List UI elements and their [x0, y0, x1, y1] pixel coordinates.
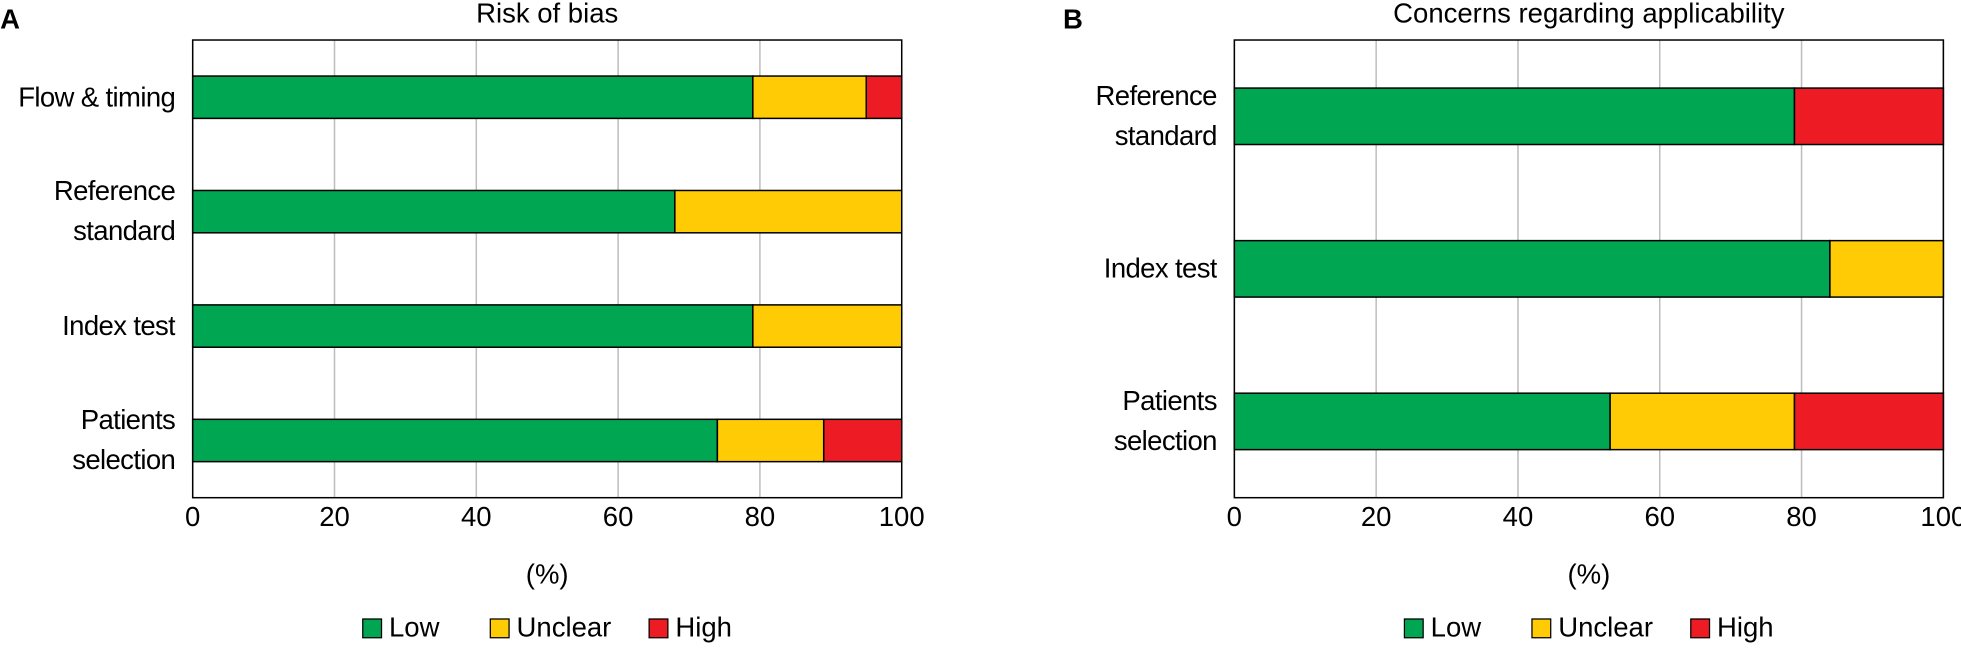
category-label-box: Patients selection [1069, 371, 1217, 471]
legend-label: Low [1431, 611, 1482, 642]
bar-segment [1609, 392, 1796, 451]
x-tick-label: 100 [879, 501, 925, 532]
chart-title: Concerns regarding applicability [1393, 0, 1785, 28]
x-axis-label: (%) [526, 559, 569, 590]
bar-segment [674, 189, 903, 234]
legend-swatch [1690, 618, 1711, 639]
bar-segment [822, 418, 903, 463]
bar-segment [191, 418, 719, 463]
bar-segment [1793, 392, 1945, 451]
x-tick-label: 20 [1361, 501, 1392, 532]
category-label-wrap: Patients selection [0, 390, 175, 490]
x-tick-label: 60 [603, 501, 634, 532]
bar-segment [191, 304, 754, 348]
category-label: Index test [62, 309, 176, 342]
bar-segment [191, 75, 754, 120]
bar-segment [1793, 87, 1945, 146]
panel-label: B [1063, 4, 1083, 35]
x-tick-label: 60 [1644, 501, 1675, 532]
category-label-box: Reference standard [1069, 66, 1217, 166]
legend-label: Unclear [517, 611, 612, 642]
x-tick-label: 20 [319, 501, 350, 532]
legend-label: Low [389, 611, 440, 642]
category-label-wrap: Patients selection [1069, 371, 1217, 471]
category-label: Index test [1103, 252, 1217, 284]
legend-swatch [362, 618, 383, 639]
bar-segment [1233, 392, 1611, 451]
category-label: Reference standard [53, 175, 176, 247]
category-label-box: Reference standard [0, 162, 175, 262]
x-tick-label: 100 [1920, 501, 1961, 532]
category-label: Reference standard [1095, 80, 1217, 152]
bar-segment [716, 418, 825, 463]
bar-segment [865, 75, 903, 120]
bar-segment [1829, 239, 1945, 298]
x-tick-label: 80 [1786, 501, 1817, 532]
plot-border [191, 39, 903, 499]
x-tick-label: 0 [185, 501, 200, 532]
category-label-wrap: Index test [0, 276, 175, 376]
x-tick-label: 80 [745, 501, 776, 532]
chart-title: Risk of bias [476, 0, 618, 28]
legend-label: Unclear [1558, 611, 1653, 642]
category-label-wrap: Index test [1069, 219, 1217, 319]
bar-segment [752, 304, 903, 348]
bar-segment [1233, 87, 1796, 146]
legend-swatch [489, 618, 510, 639]
x-axis-label: (%) [1567, 559, 1610, 590]
category-label: Flow & timing [18, 80, 176, 113]
legend-label: High [1717, 611, 1774, 642]
legend-swatch [1531, 618, 1552, 639]
category-label-box: Index test [1069, 219, 1217, 319]
bar-segment [752, 75, 868, 120]
category-label-wrap: Reference standard [1069, 66, 1217, 166]
legend-label: High [675, 611, 732, 642]
x-tick-label: 0 [1227, 501, 1242, 532]
legend-swatch [1403, 618, 1424, 639]
category-label-wrap: Flow & timing [0, 47, 175, 147]
category-label: Patients selection [1113, 385, 1217, 457]
category-label-wrap: Reference standard [0, 162, 175, 262]
bar-segment [191, 189, 676, 234]
x-tick-label: 40 [461, 501, 492, 532]
category-label: Patients selection [72, 404, 176, 476]
bar-segment [1233, 239, 1831, 298]
category-label-box: Index test [0, 276, 175, 376]
panel-label: A [0, 4, 20, 35]
x-tick-label: 40 [1503, 501, 1534, 532]
category-label-box: Flow & timing [0, 47, 175, 147]
legend-swatch [648, 618, 669, 639]
category-label-box: Patients selection [0, 390, 175, 490]
